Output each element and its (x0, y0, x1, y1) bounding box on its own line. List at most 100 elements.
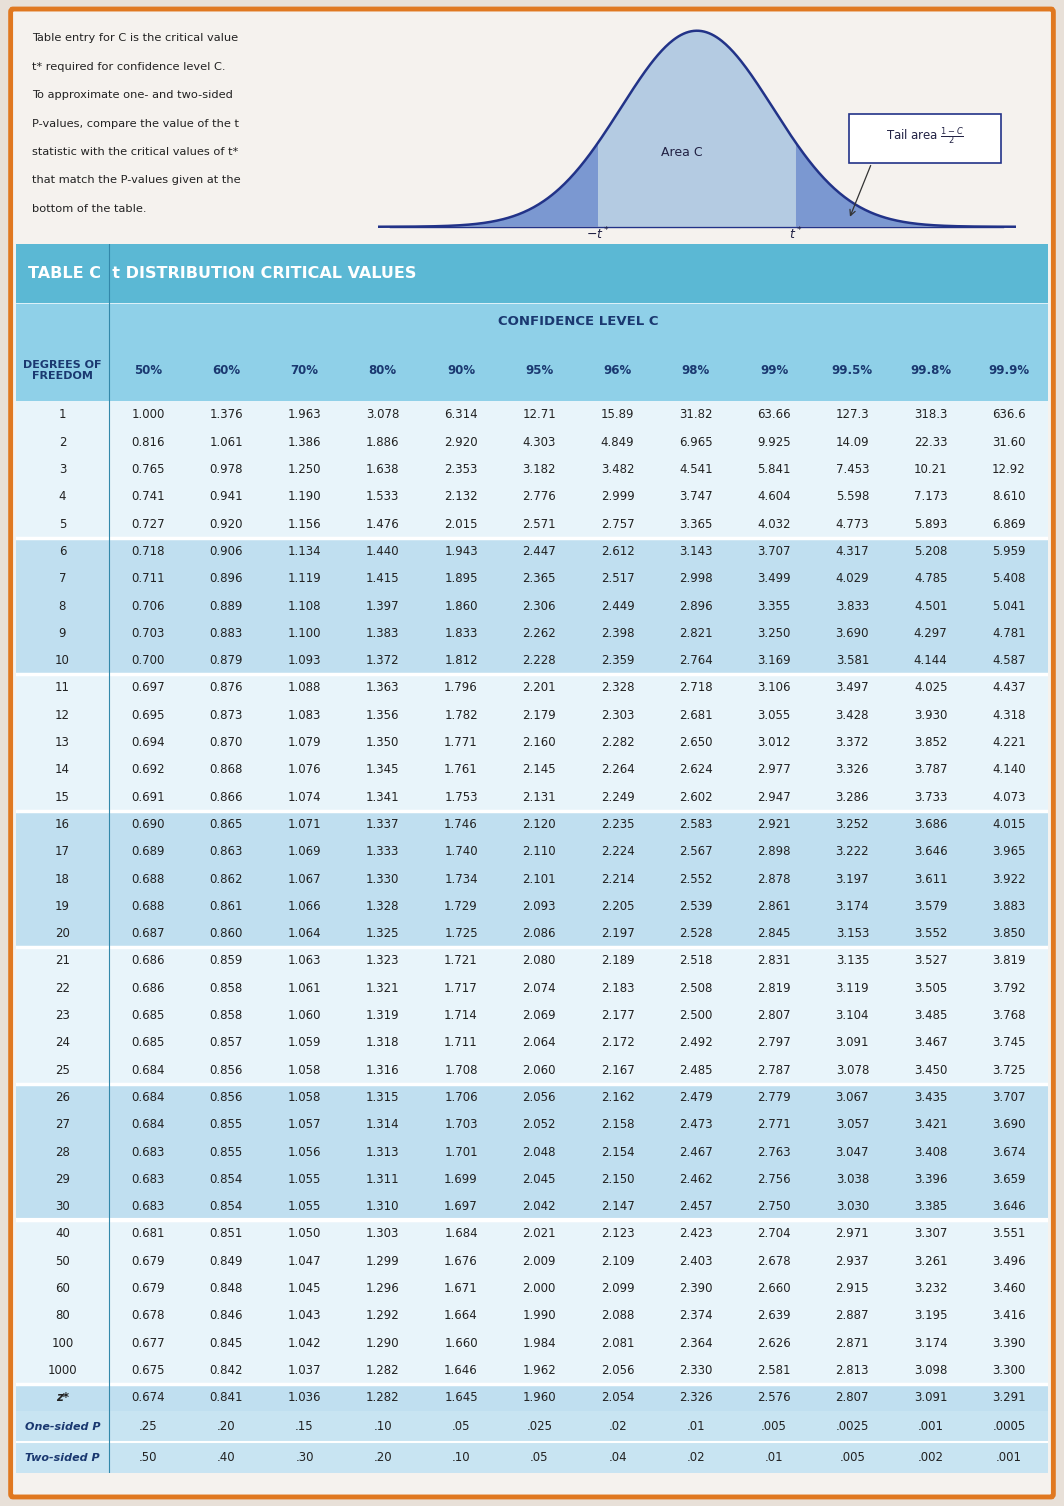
Text: 14.09: 14.09 (835, 435, 869, 449)
Text: 2.172: 2.172 (601, 1036, 634, 1050)
Text: 1.729: 1.729 (444, 901, 478, 913)
Text: 2.583: 2.583 (679, 818, 713, 831)
Text: 1.299: 1.299 (366, 1254, 400, 1268)
Text: 2.154: 2.154 (601, 1146, 634, 1158)
Bar (16, 1330, 1048, 1357)
Text: 0.866: 0.866 (210, 791, 243, 804)
Text: 0.706: 0.706 (131, 599, 165, 613)
Text: 5.841: 5.841 (758, 462, 791, 476)
Text: 0.941: 0.941 (210, 491, 243, 503)
Text: .05: .05 (530, 1450, 549, 1464)
Text: 2.147: 2.147 (601, 1200, 634, 1214)
Text: 0.741: 0.741 (131, 491, 165, 503)
Text: 4.025: 4.025 (914, 681, 947, 694)
Text: 2.015: 2.015 (445, 518, 478, 530)
Text: .30: .30 (296, 1450, 314, 1464)
Text: 0.841: 0.841 (210, 1392, 243, 1404)
Text: 3.300: 3.300 (993, 1364, 1026, 1376)
Text: 5.408: 5.408 (993, 572, 1026, 586)
Text: 2.150: 2.150 (601, 1173, 634, 1185)
Text: 2.074: 2.074 (522, 982, 556, 995)
Text: 3.707: 3.707 (758, 545, 791, 557)
Text: 3.055: 3.055 (758, 709, 791, 721)
Text: 17: 17 (55, 845, 70, 858)
Text: 2.009: 2.009 (522, 1254, 556, 1268)
Text: 0.889: 0.889 (210, 599, 243, 613)
Text: 60%: 60% (212, 364, 240, 376)
Text: 1.282: 1.282 (366, 1392, 400, 1404)
Text: 1.984: 1.984 (522, 1337, 556, 1349)
Text: 3.174: 3.174 (914, 1337, 947, 1349)
Text: 1.290: 1.290 (366, 1337, 400, 1349)
Text: 2.971: 2.971 (835, 1227, 869, 1241)
Text: 3.355: 3.355 (758, 599, 791, 613)
Text: 2.937: 2.937 (835, 1254, 869, 1268)
Text: 3.819: 3.819 (992, 955, 1026, 967)
Text: 0.686: 0.686 (131, 982, 165, 995)
Text: .02: .02 (609, 1420, 627, 1434)
Text: 1.333: 1.333 (366, 845, 399, 858)
Text: 2.060: 2.060 (522, 1063, 556, 1077)
Text: 2.915: 2.915 (835, 1282, 869, 1295)
Bar (16, 648, 1048, 675)
Text: To approximate one- and two-sided: To approximate one- and two-sided (32, 90, 233, 99)
Text: 0.858: 0.858 (210, 1009, 243, 1023)
Text: 3.552: 3.552 (914, 928, 947, 940)
Bar (16, 893, 1048, 920)
Text: bottom of the table.: bottom of the table. (32, 203, 147, 214)
Bar (16, 1084, 1048, 1111)
Text: 1.703: 1.703 (445, 1119, 478, 1131)
Text: 1.771: 1.771 (444, 736, 478, 748)
Text: 2.224: 2.224 (601, 845, 634, 858)
Text: 2.650: 2.650 (679, 736, 713, 748)
Bar (16, 565, 1048, 592)
Bar (16, 1443, 1048, 1473)
Text: 2.500: 2.500 (679, 1009, 713, 1023)
Text: 0.848: 0.848 (210, 1282, 243, 1295)
Text: 1.734: 1.734 (445, 872, 478, 886)
Text: 3.119: 3.119 (835, 982, 869, 995)
Text: 4.317: 4.317 (835, 545, 869, 557)
Text: 1.711: 1.711 (444, 1036, 478, 1050)
Text: 0.865: 0.865 (210, 818, 243, 831)
Text: 2.189: 2.189 (601, 955, 634, 967)
Text: Table entry for C is the critical value: Table entry for C is the critical value (32, 33, 238, 44)
Text: 2.042: 2.042 (522, 1200, 556, 1214)
Text: 2.467: 2.467 (679, 1146, 713, 1158)
Text: 0.677: 0.677 (131, 1337, 165, 1349)
Text: 0.727: 0.727 (131, 518, 165, 530)
Text: 3.551: 3.551 (993, 1227, 1026, 1241)
Text: 10: 10 (55, 654, 70, 667)
Text: 2.612: 2.612 (601, 545, 634, 557)
Text: 1.058: 1.058 (288, 1063, 321, 1077)
Text: 2.898: 2.898 (758, 845, 791, 858)
Text: 2.131: 2.131 (522, 791, 556, 804)
Text: 2.048: 2.048 (522, 1146, 556, 1158)
Bar (16, 303, 109, 340)
Text: 5: 5 (59, 518, 66, 530)
Text: 5.041: 5.041 (992, 599, 1026, 613)
Text: 0.678: 0.678 (131, 1309, 165, 1322)
Text: 2.764: 2.764 (679, 654, 713, 667)
Text: 1.303: 1.303 (366, 1227, 399, 1241)
Text: 0.700: 0.700 (131, 654, 165, 667)
Text: 2.110: 2.110 (522, 845, 556, 858)
Text: 2.054: 2.054 (601, 1392, 634, 1404)
Text: 2.552: 2.552 (679, 872, 713, 886)
Text: 22.33: 22.33 (914, 435, 947, 449)
Text: 0.857: 0.857 (210, 1036, 243, 1050)
Text: 4.032: 4.032 (758, 518, 791, 530)
Text: 1.671: 1.671 (444, 1282, 478, 1295)
Text: 1.717: 1.717 (444, 982, 478, 995)
Text: 2.447: 2.447 (522, 545, 556, 557)
Text: 1.119: 1.119 (287, 572, 321, 586)
Text: 2.120: 2.120 (522, 818, 556, 831)
Text: 0.687: 0.687 (131, 928, 165, 940)
Text: 99.8%: 99.8% (910, 364, 951, 376)
Text: 2.101: 2.101 (522, 872, 556, 886)
Text: 4.073: 4.073 (992, 791, 1026, 804)
Bar (16, 1193, 1048, 1220)
Text: 0.849: 0.849 (210, 1254, 243, 1268)
Text: 1.753: 1.753 (445, 791, 478, 804)
Text: 12.71: 12.71 (522, 408, 556, 422)
